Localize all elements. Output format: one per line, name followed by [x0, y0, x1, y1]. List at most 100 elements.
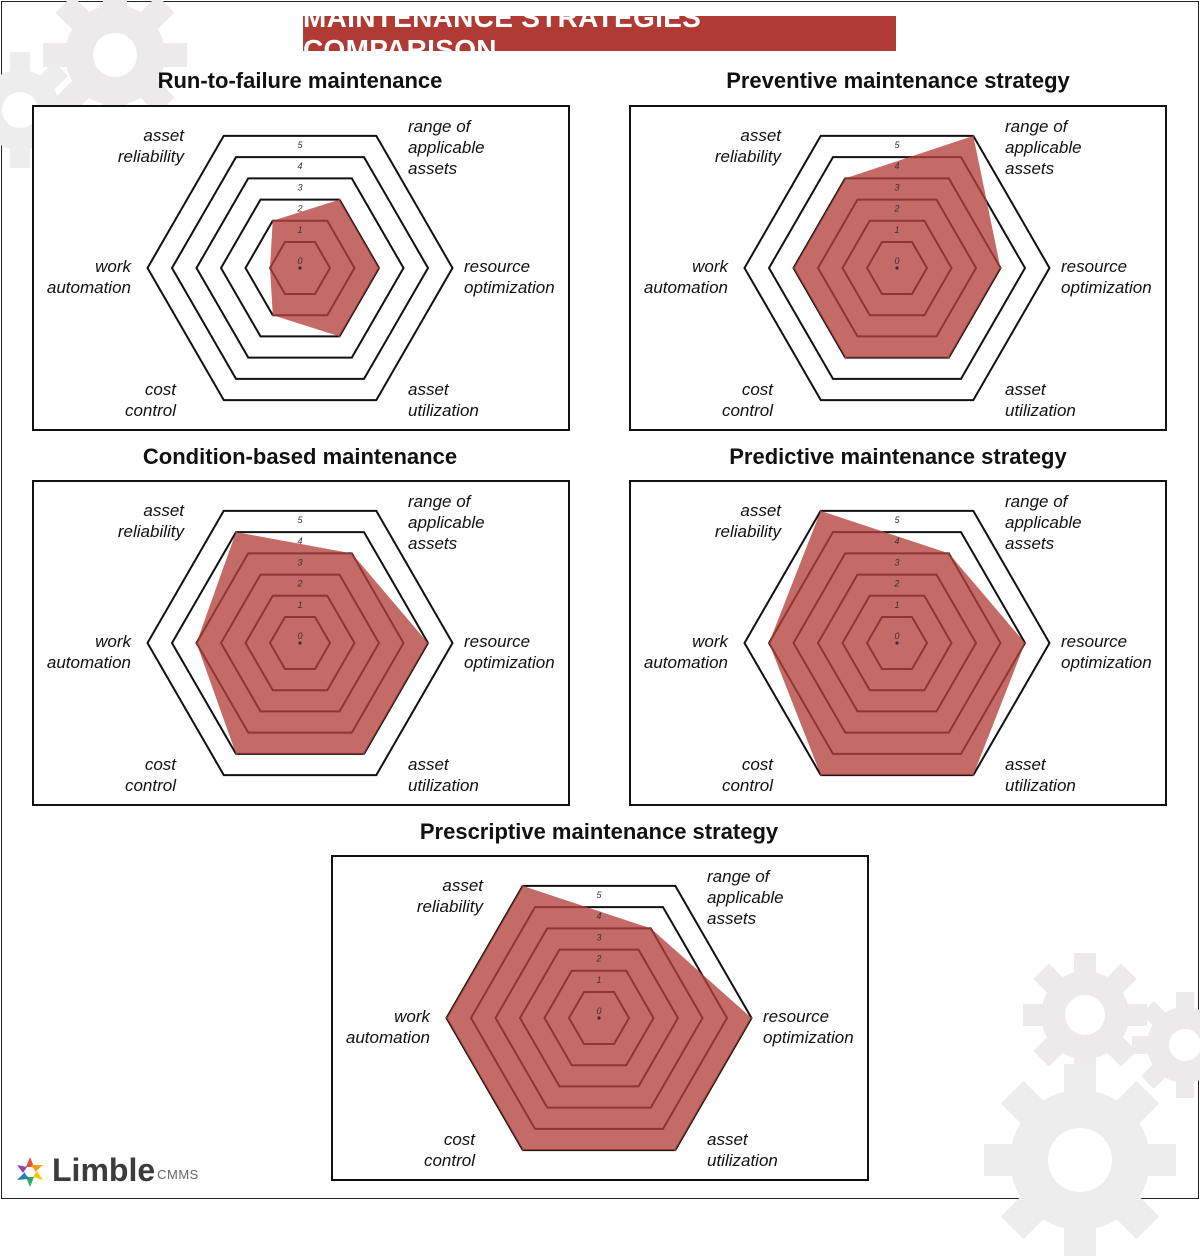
radar-ring [146, 134, 454, 402]
radar-ring-label: 0 [297, 631, 302, 641]
radar-ring-label: 0 [297, 256, 302, 266]
axis-label-automation: work automation [47, 632, 133, 672]
axis-label-cost: cost control [125, 380, 177, 420]
axis-label-utilization: asset utilization [707, 1130, 778, 1170]
radar-ring-label: 5 [596, 890, 602, 900]
radar-point [338, 198, 341, 201]
radar-ring [767, 156, 1027, 380]
radar-point [999, 267, 1002, 269]
axis-label-automation: work automation [644, 632, 730, 672]
axis-label-reliability: asset reliability [417, 876, 485, 916]
axis-label-resource: resource optimization [1061, 632, 1152, 672]
radar-point [363, 753, 365, 755]
radar-panel-predictive: 0 1 2 3 4 5 range of applicable assets resource op… [629, 480, 1167, 806]
axis-label-cost: cost control [722, 755, 774, 795]
radar-ring-label: 2 [296, 579, 302, 589]
radar-ring-label: 2 [595, 954, 601, 964]
radar-point [844, 177, 846, 180]
radar-point [235, 753, 237, 755]
radar-point [650, 927, 652, 930]
gear-icon [984, 1064, 1176, 1256]
radar-center-dot [895, 641, 899, 645]
radar-ring-label: 3 [894, 557, 899, 567]
radar-point [820, 774, 822, 776]
axis-label-reliability: asset reliability [118, 126, 186, 166]
radar-ring-label: 3 [894, 182, 899, 192]
radar-ring-label: 0 [596, 1006, 601, 1016]
radar-ring-label: 0 [894, 631, 899, 641]
radar-point [195, 642, 198, 644]
radar-panel-preventive: 0 1 2 3 4 5 range of applicable assets resource op… [629, 105, 1167, 431]
axis-label-range: range of applicable assets [1005, 117, 1082, 178]
radar-ring-label: 4 [894, 536, 899, 546]
chart-title: Predictive maintenance strategy [729, 444, 1067, 469]
radar-point [235, 531, 237, 533]
radar-ring-label: 1 [894, 225, 899, 235]
axis-label-resource: resource optimization [763, 1007, 854, 1047]
radar-point [819, 510, 822, 512]
radar-point [972, 135, 975, 137]
chart-title: Prescriptive maintenance strategy [419, 819, 779, 844]
radar-ring [195, 177, 405, 359]
radar-point [521, 885, 524, 887]
gear-icon [1132, 992, 1200, 1098]
axis-label-reliability: asset reliability [715, 501, 783, 541]
axis-label-automation: work automation [644, 257, 730, 297]
chart-title: Preventive maintenance strategy [726, 68, 1070, 93]
axis-label-reliability: asset reliability [715, 126, 783, 166]
radar-center-dot [298, 641, 302, 645]
radar-point [674, 1149, 677, 1151]
axis-label-utilization: asset utilization [408, 755, 479, 795]
axis-label-resource: resource optimization [464, 632, 555, 672]
axis-label-range: range of applicable assets [408, 492, 485, 553]
gear-icon [43, 0, 187, 127]
radar-center-dot [895, 266, 899, 270]
radar-point [768, 642, 770, 644]
radar-ring-label: 1 [297, 600, 302, 610]
radar-ring-label: 4 [297, 161, 302, 171]
radar-ring-label: 2 [296, 204, 302, 214]
radar-point [844, 356, 847, 359]
radar-point [269, 267, 271, 269]
radar-chart: 0 1 2 3 4 5 range of applicable assets resource op… [644, 117, 1152, 420]
radar-point [445, 1017, 448, 1019]
radar-point [948, 356, 950, 359]
axis-label-resource: resource optimization [1061, 257, 1152, 297]
radar-series-area [196, 532, 428, 754]
radar-point [351, 552, 353, 555]
radar-point [427, 642, 429, 644]
radar-center-dot [298, 266, 302, 270]
radar-series-area [270, 199, 379, 337]
radar-panel-condition-based: 0 1 2 3 4 5 range of applicable assets resource op… [32, 480, 570, 806]
radar-ring-label: 3 [596, 932, 601, 942]
radar-ring-label: 0 [894, 256, 899, 266]
radar-ring-label: 1 [596, 975, 601, 985]
radar-ring-label: 5 [894, 140, 900, 150]
axis-label-range: range of applicable assets [1005, 492, 1082, 553]
radar-ring-label: 5 [297, 140, 303, 150]
radar-chart: 0 1 2 3 4 5 range of applicable assets resource op… [47, 492, 555, 795]
radar-ring-label: 5 [894, 515, 900, 525]
logo-icon [17, 1157, 43, 1187]
radar-ring-label: 5 [297, 515, 303, 525]
axis-label-utilization: asset utilization [1005, 755, 1076, 795]
radar-center-dot [597, 1016, 601, 1020]
radar-chart: 0 1 2 3 4 5 range of applicable assets resource op… [346, 867, 854, 1170]
radar-ring-label: 1 [894, 600, 899, 610]
logo-sub: CMMS [157, 1167, 199, 1182]
radar-ring-label: 2 [893, 579, 899, 589]
radar-panel-prescriptive: 0 1 2 3 4 5 range of applicable assets resource op… [331, 855, 869, 1181]
radar-point [338, 335, 341, 338]
radar-ring [743, 134, 1051, 402]
axis-label-cost: cost control [722, 380, 774, 420]
radar-ring-label: 4 [596, 911, 601, 921]
radar-point [378, 267, 380, 269]
radar-series-area [793, 135, 1001, 358]
logo-name: Limble [52, 1152, 156, 1188]
radar-chart: 0 1 2 3 4 5 range of applicable assets resource op… [644, 492, 1152, 795]
page-title: MAINTENANCE STRATEGIES COMPARISON [303, 2, 896, 65]
radar-point [750, 1017, 753, 1019]
radar-ring [146, 509, 454, 777]
radar-ring-label: 1 [297, 225, 302, 235]
axis-label-reliability: asset reliability [118, 501, 186, 541]
